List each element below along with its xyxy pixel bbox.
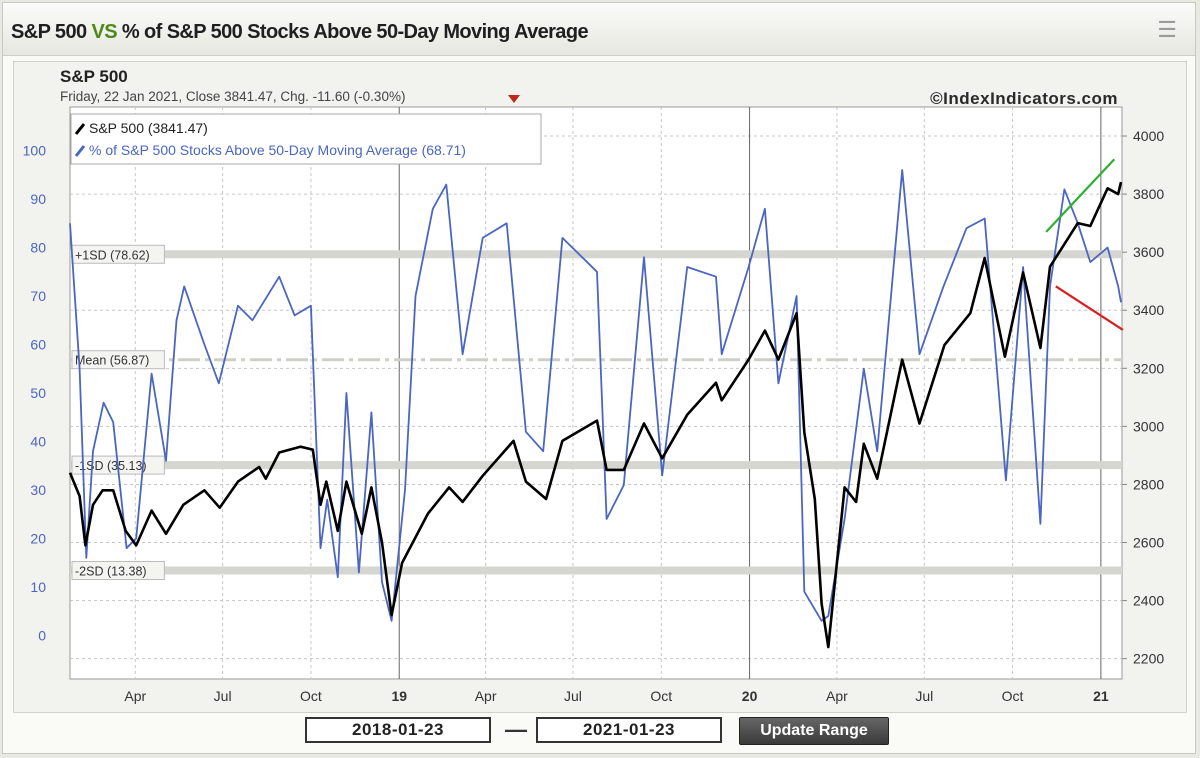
left-tick-label: 30 <box>30 482 46 498</box>
right-tick-label: 3200 <box>1133 360 1164 376</box>
x-tick-label: Apr <box>475 688 497 704</box>
sp500-line <box>68 181 1123 649</box>
left-tick-label: 100 <box>23 143 47 159</box>
date-range-bar: — Update Range <box>3 715 1195 751</box>
band-label: -2SD (13.38) <box>75 565 147 579</box>
pct-above-50dma-line <box>69 169 1122 622</box>
title-sp500: S&P 500 <box>11 21 87 43</box>
legend-label: % of S&P 500 Stocks Above 50-Day Moving … <box>89 142 466 158</box>
range-separator: — <box>505 717 527 742</box>
x-tick-label: 20 <box>742 688 758 704</box>
legend-label: S&P 500 (3841.47) <box>89 120 208 136</box>
chart-subtitle: Friday, 22 Jan 2021, Close 3841.47, Chg.… <box>60 89 405 104</box>
left-tick-label: 70 <box>30 288 46 304</box>
x-tick-label: Oct <box>650 688 672 704</box>
left-tick-label: 50 <box>30 385 46 401</box>
right-tick-label: 3400 <box>1133 302 1164 318</box>
x-tick-label: 19 <box>391 688 407 704</box>
right-tick-label: 3000 <box>1133 418 1164 434</box>
left-tick-label: 20 <box>30 530 46 546</box>
legend-box <box>70 113 542 165</box>
chart-svg: +1SD (78.62) Mean (56.87) -1SD (35.13) -2SD… <box>23 67 1165 704</box>
watermark-text: ©IndexIndicators.com <box>930 89 1118 108</box>
right-tick-label: 2200 <box>1133 651 1164 667</box>
right-tick-label: 2800 <box>1133 476 1164 492</box>
band-label-box <box>71 561 165 581</box>
trend-up-annotation <box>1045 158 1116 233</box>
right-tick-label: 3600 <box>1133 244 1164 260</box>
left-tick-label: 60 <box>30 337 46 353</box>
trend-down-annotation <box>1055 285 1124 331</box>
right-tick-label: 2400 <box>1133 593 1164 609</box>
band-label: Mean (56.87) <box>75 354 149 368</box>
legend-swatch <box>74 145 86 157</box>
update-range-button[interactable]: Update Range <box>739 717 889 745</box>
band-label: -1SD (35.13) <box>75 459 147 473</box>
band-label: +1SD (78.62) <box>75 248 150 262</box>
widget-header: S&P 500 VS % of S&P 500 Stocks Above 50-… <box>3 3 1195 56</box>
x-tick-label: Jul <box>915 688 933 704</box>
band-label-box <box>71 350 165 370</box>
x-tick-label: Oct <box>1002 688 1024 704</box>
left-tick-label: 0 <box>38 627 46 643</box>
left-tick-label: 10 <box>30 579 46 595</box>
chart-title: S&P 500 <box>60 67 128 86</box>
start-date-input[interactable] <box>305 717 491 743</box>
x-tick-label: Jul <box>214 688 232 704</box>
title-breadth: % of S&P 500 Stocks Above 50-Day Moving … <box>121 21 589 43</box>
left-tick-label: 40 <box>30 433 46 449</box>
right-tick-label: 4000 <box>1133 128 1164 144</box>
hamburger-menu-icon[interactable]: ☰ <box>1157 17 1177 42</box>
chart-panel: +1SD (78.62) Mean (56.87) -1SD (35.13) -2SD… <box>13 61 1187 713</box>
right-tick-label: 3800 <box>1133 186 1164 202</box>
widget-title: S&P 500 VS % of S&P 500 Stocks Above 50-… <box>11 21 589 44</box>
left-tick-label: 90 <box>30 191 46 207</box>
left-tick-label: 80 <box>30 240 46 256</box>
plot-area <box>69 106 1123 680</box>
x-tick-label: 21 <box>1093 688 1109 704</box>
right-tick-label: 2600 <box>1133 535 1164 551</box>
x-tick-label: Jul <box>564 688 582 704</box>
title-vs: VS <box>91 21 117 43</box>
x-tick-label: Apr <box>124 688 146 704</box>
x-tick-label: Oct <box>300 688 322 704</box>
x-tick-label: Apr <box>826 688 848 704</box>
legend-swatch <box>74 123 86 135</box>
end-date-input[interactable] <box>536 717 722 743</box>
down-arrow-icon <box>508 95 520 103</box>
